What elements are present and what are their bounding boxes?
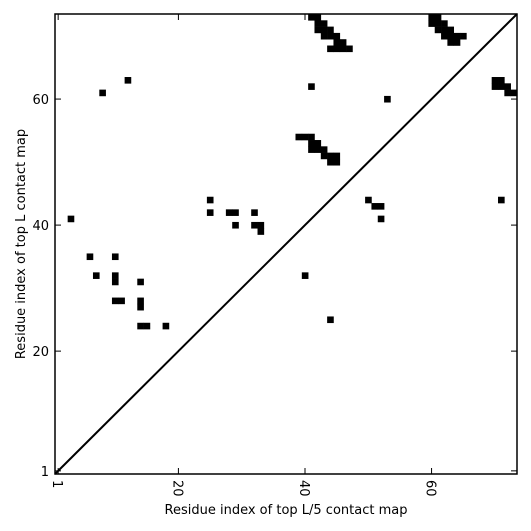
contact-cell <box>251 221 258 229</box>
contact-cell <box>67 215 75 223</box>
contact-cell <box>137 278 144 286</box>
contact-cell <box>339 45 347 53</box>
contact-cell <box>453 39 461 46</box>
contact-cell <box>314 20 322 27</box>
contact-cell <box>504 89 511 97</box>
contact-cell <box>206 196 214 204</box>
contact-cell <box>441 26 448 34</box>
contact-cell <box>371 203 379 210</box>
contact-cell <box>143 322 151 330</box>
contact-cell <box>428 20 436 27</box>
contact-cell <box>384 95 391 103</box>
y-tick-label: 60 <box>32 93 49 108</box>
contact-cell <box>434 20 442 27</box>
contact-cell <box>301 133 309 141</box>
contact-cell <box>314 146 322 153</box>
contact-cell <box>510 89 518 97</box>
diagonal-line <box>54 13 518 475</box>
contact-cell <box>447 39 455 46</box>
contact-cell <box>327 316 334 324</box>
contact-cell <box>225 209 233 216</box>
x-tick-label: 20 <box>169 480 184 497</box>
contact-cell <box>320 146 328 153</box>
contact-cell <box>339 39 347 46</box>
x-tick-label: 60 <box>423 480 438 497</box>
contact-cell <box>251 209 258 216</box>
x-tick-label: 40 <box>296 480 311 497</box>
contact-cell <box>301 272 309 279</box>
contact-cell <box>498 77 505 84</box>
contact-cell <box>137 297 144 305</box>
contact-cell <box>92 272 100 279</box>
contact-cell <box>111 253 119 261</box>
contact-cell <box>295 133 303 141</box>
contact-cell <box>308 133 315 141</box>
contact-cell <box>333 158 341 166</box>
contact-cell <box>257 228 265 235</box>
contact-cell <box>491 77 499 84</box>
contact-cell <box>137 303 144 311</box>
contact-cell <box>327 152 334 160</box>
contact-cell <box>124 77 132 84</box>
ticks-layer: 1 20 40 60 1 20 40 60 <box>32 14 517 497</box>
contact-cell <box>346 45 353 53</box>
contact-cell <box>320 20 328 27</box>
contact-cell <box>206 209 214 216</box>
contact-cell <box>232 221 239 229</box>
contact-cell <box>327 158 334 166</box>
contact-cell <box>333 45 341 53</box>
contact-cell <box>111 272 119 279</box>
contact-cell <box>333 39 341 46</box>
contact-cell <box>333 32 341 40</box>
contact-cell <box>441 20 448 27</box>
contact-cell <box>111 278 119 286</box>
contact-cell <box>460 32 467 40</box>
plot-frame <box>54 13 518 475</box>
contact-cell <box>434 14 442 21</box>
contact-cell <box>447 32 455 40</box>
contact-cell <box>111 297 119 305</box>
contacts-layer <box>67 14 518 330</box>
contact-cell <box>333 152 341 160</box>
contact-cell <box>447 26 455 34</box>
contact-cell <box>118 297 125 305</box>
y-tick-label: 40 <box>32 219 49 234</box>
contact-cell <box>162 322 170 330</box>
y-axis-label: Residue index of top L contact map <box>14 129 29 359</box>
contact-cell <box>308 146 315 153</box>
contact-cell <box>365 196 372 204</box>
contact-cell <box>504 83 511 90</box>
contact-cell <box>308 83 315 90</box>
x-tick-label: 1 <box>49 480 64 488</box>
contact-cell <box>320 32 328 40</box>
contact-cell <box>441 32 448 40</box>
contact-cell <box>137 322 144 330</box>
contact-cell <box>377 215 385 223</box>
contact-cell <box>320 26 328 34</box>
x-axis-label: Residue index of top L/5 contact map <box>165 503 408 518</box>
contact-cell <box>327 32 334 40</box>
contact-cell <box>86 253 94 261</box>
contact-cell <box>327 26 334 34</box>
contact-cell <box>498 196 505 204</box>
y-tick-label: 1 <box>41 465 49 480</box>
contact-cell <box>99 89 106 97</box>
contact-cell <box>308 14 315 21</box>
contact-cell <box>491 83 499 90</box>
contact-cell <box>314 140 322 147</box>
contact-cell <box>232 209 239 216</box>
contact-cell <box>453 32 461 40</box>
contact-cell <box>320 152 328 160</box>
contact-cell <box>498 83 505 90</box>
contact-cell <box>308 140 315 147</box>
contact-cell <box>377 203 385 210</box>
contact-cell <box>314 26 322 34</box>
contact-cell <box>434 26 442 34</box>
contact-cell <box>327 45 334 53</box>
contact-cell <box>257 221 265 229</box>
y-tick-label: 20 <box>32 345 49 360</box>
contact-cell <box>314 14 322 21</box>
